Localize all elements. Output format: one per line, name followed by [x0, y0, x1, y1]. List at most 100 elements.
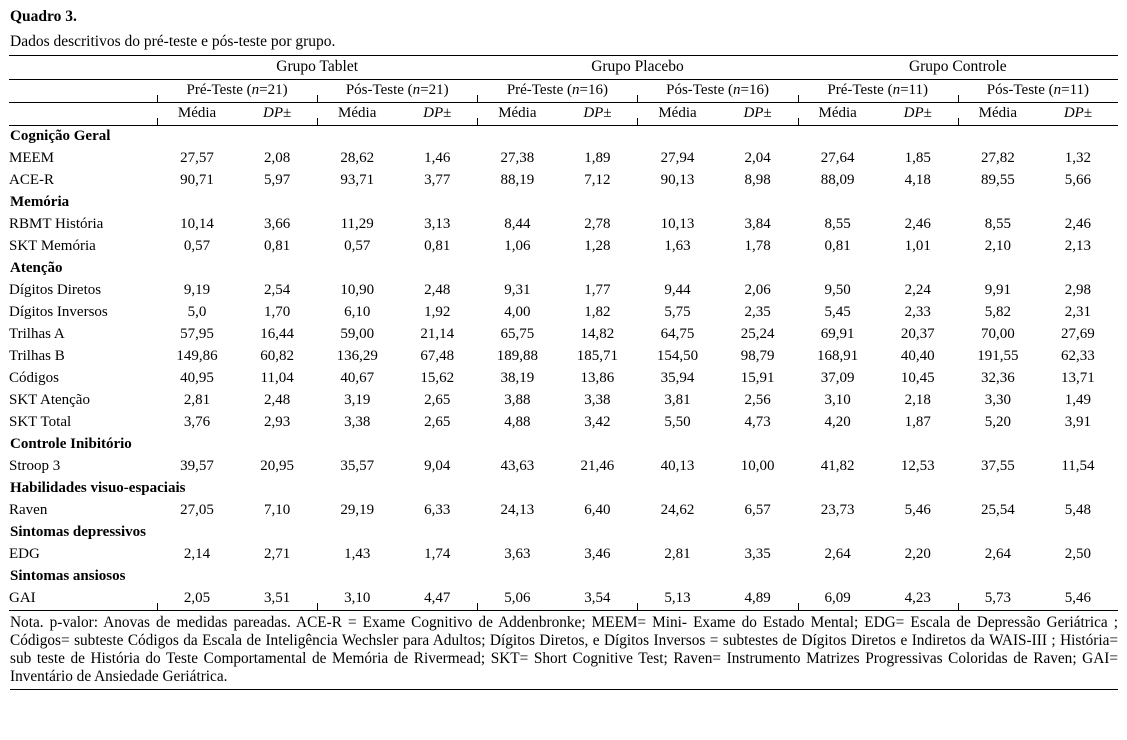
cell-value: 5,50 [664, 414, 691, 430]
cell-value: 1,43 [344, 546, 371, 562]
cell-value: 0,81 [824, 238, 851, 254]
data-row: MEEM 27,57 2,08 28,62 1,46 27,38 1,89 27,94 2,04… [9, 148, 1118, 170]
cell-value: 2,65 [424, 392, 451, 408]
dp-label: DP [1063, 105, 1084, 121]
cell-value: 35,94 [660, 370, 695, 386]
cell-value: 0,57 [344, 238, 371, 254]
cell-value: 16,44 [260, 326, 294, 342]
cell-value: 2,65 [424, 414, 451, 430]
cell-value: 9,04 [424, 458, 451, 474]
cell-value: 1,77 [584, 282, 611, 298]
table-title: Quadro 3. [10, 8, 77, 25]
cell-value: 168,91 [817, 348, 859, 364]
cell-value: 2,81 [664, 546, 691, 562]
cell-value: 5,73 [957, 588, 1038, 611]
test-header-text: Pré-Teste ( [186, 82, 252, 98]
cell-value: 4,47 [397, 588, 478, 611]
cell-value: 40,67 [340, 370, 375, 386]
section-label: Sintomas depressivos [10, 524, 146, 540]
cell-value: 59,00 [340, 326, 375, 342]
row-label: SKT Atenção [9, 392, 90, 408]
row-label: EDG [9, 546, 40, 562]
cell-value: 60,82 [260, 348, 294, 364]
cell-value: 6,09 [797, 588, 878, 611]
data-row: GAI 2,05 3,51 3,10 4,47 5,06 3,54 5,13 4,89 6,09 4… [9, 588, 1118, 611]
cell-value: 32,36 [980, 370, 1015, 386]
cell-value: 11,54 [1061, 458, 1095, 474]
row-label: Stroop 3 [9, 458, 61, 474]
cell-value: 2,46 [1064, 216, 1092, 232]
test-header-controle-pre: Pré-Teste (n=11) [797, 79, 958, 103]
cell-value: 14,82 [580, 326, 615, 342]
test-header-text: Pré-Teste ( [506, 82, 572, 98]
cell-value: 9,44 [664, 282, 691, 298]
row-label: Dígitos Inversos [9, 304, 108, 320]
cell-value: 70,00 [980, 326, 1015, 342]
row-label: ACE-R [9, 172, 54, 188]
section-label: Sintomas ansiosos [10, 568, 126, 584]
cell-value: 2,24 [904, 282, 931, 298]
cell-value: 38,19 [500, 370, 535, 386]
cell-value: 2,08 [263, 150, 291, 166]
row-label: Trilhas A [9, 326, 65, 342]
cell-value: 3,46 [584, 546, 611, 562]
cell-value: 2,48 [263, 392, 291, 408]
cell-value: 27,94 [660, 150, 695, 166]
cell-value: 6,10 [344, 304, 371, 320]
paper-page: Quadro 3. Dados descritivos do pré-teste… [9, 8, 1118, 690]
cell-value: 23,73 [820, 502, 855, 518]
plus-minus-symbol: ± [923, 105, 932, 121]
test-header-placebo-pos: Pós-Teste (n=16) [637, 79, 798, 103]
cell-value: 5,45 [824, 304, 851, 320]
cell-value: 5,66 [1064, 172, 1092, 188]
group-header-placebo: Grupo Placebo [477, 55, 798, 80]
cell-value: 189,88 [496, 348, 538, 364]
cell-value: 9,50 [824, 282, 851, 298]
dp-column-header: DP± [717, 102, 798, 126]
media-column-header: Média [797, 102, 878, 126]
cell-value: 5,97 [263, 172, 291, 188]
cell-value: 0,81 [263, 238, 291, 254]
cell-value: 88,19 [500, 172, 535, 188]
cell-value: 149,86 [176, 348, 218, 364]
plus-minus-symbol: ± [1083, 105, 1093, 121]
dp-column-header: DP± [1037, 102, 1118, 126]
data-row: SKT Total 3,76 2,93 3,38 2,65 4,88 3,42 5,50 4,7… [9, 412, 1118, 434]
cell-value: 191,55 [977, 348, 1019, 364]
cell-value: 10,90 [340, 282, 375, 298]
cell-value: 9,19 [183, 282, 211, 298]
plus-minus-symbol: ± [763, 105, 772, 121]
cell-value: 10,00 [740, 458, 775, 474]
cell-value: 90,13 [660, 172, 695, 188]
cell-value: 11,29 [340, 216, 374, 232]
dp-column-header: DP± [237, 102, 318, 126]
cell-value: 4,20 [824, 414, 851, 430]
media-column-header: Média [957, 102, 1038, 126]
measure-header-row: Média DP± Média DP± Média DP± Média DP± Média DP±… [9, 102, 1118, 126]
dp-label: DP [423, 105, 444, 121]
row-label: GAI [9, 588, 157, 611]
group-header-tablet: Grupo Tablet [157, 55, 478, 80]
cell-value: 5,0 [187, 304, 207, 320]
cell-value: 1,01 [904, 238, 931, 254]
cell-value: 1,46 [424, 150, 451, 166]
media-column-header: Média [477, 102, 558, 126]
data-row: Stroop 3 39,57 20,95 35,57 9,04 43,63 21,46 40,… [9, 456, 1118, 478]
cell-value: 0,81 [424, 238, 451, 254]
cell-value: 3,42 [584, 414, 611, 430]
descriptives-table: Grupo Tablet Grupo Placebo Grupo Control… [9, 55, 1118, 611]
cell-value: 2,20 [904, 546, 931, 562]
cell-value: 3,54 [557, 588, 638, 611]
n-value: =11) [900, 82, 928, 98]
cell-value: 4,88 [504, 414, 531, 430]
test-header-text: Pós-Teste ( [345, 82, 413, 98]
cell-value: 2,33 [904, 304, 931, 320]
n-symbol: n [251, 82, 260, 98]
cell-value: 5,75 [664, 304, 691, 320]
cell-value: 136,29 [336, 348, 378, 364]
n-symbol: n [571, 82, 580, 98]
cell-value: 21,14 [420, 326, 455, 342]
cell-value: 28,62 [340, 150, 375, 166]
cell-value: 27,38 [500, 150, 535, 166]
section-row: Sintomas depressivos [9, 522, 1118, 544]
